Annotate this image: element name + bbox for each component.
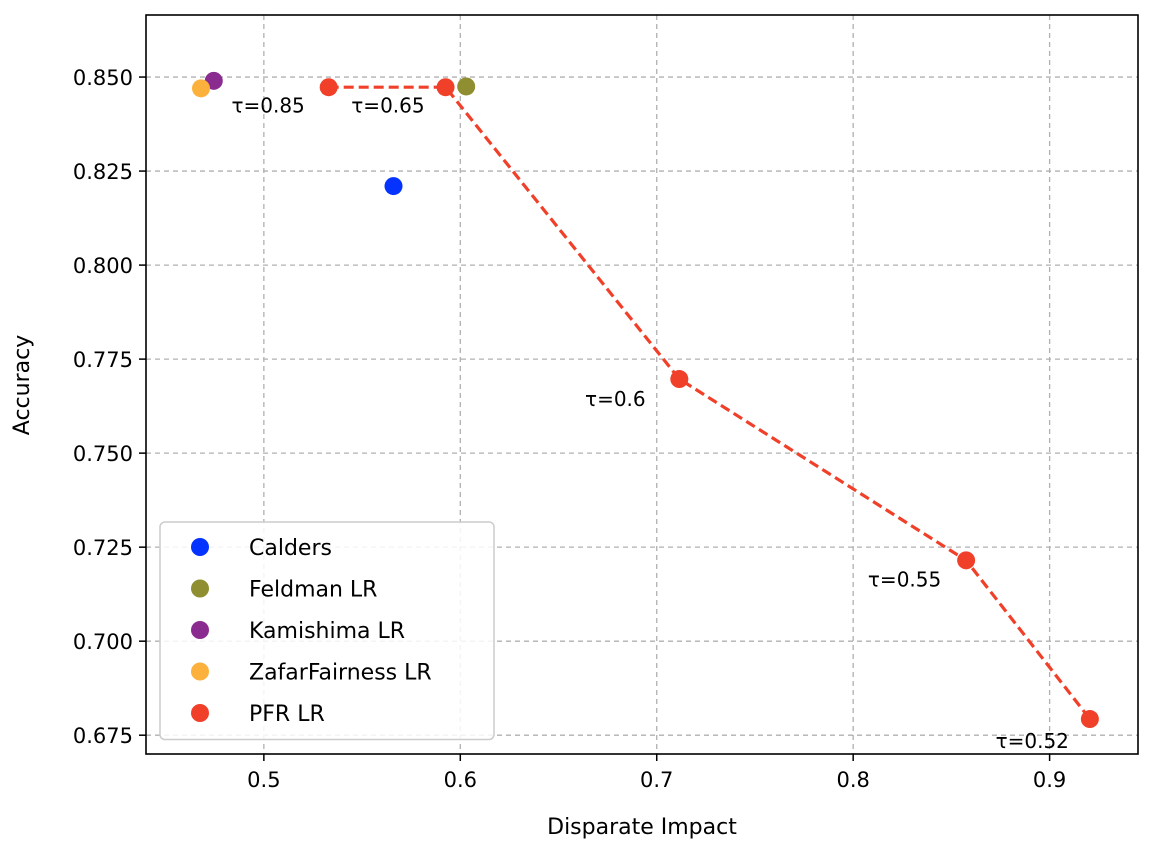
- x-axis-ticks: 0.5 0.6 0.7 0.8 0.9: [247, 754, 1066, 792]
- tau-annotation: τ=0.65: [351, 93, 424, 117]
- plot-frame: [145, 14, 1139, 755]
- data-point: [384, 177, 403, 196]
- annotations: τ=0.85 τ=0.65 τ=0.6 τ=0.55 τ=0.52: [231, 93, 1068, 753]
- legend-label: ZafarFairness LR: [249, 661, 432, 686]
- y-tick-label: 0.850: [73, 66, 133, 90]
- data-point: [1080, 710, 1099, 729]
- y-axis-title: Accuracy: [10, 335, 35, 435]
- x-tick-label: 0.7: [640, 768, 673, 792]
- y-tick-label: 0.725: [73, 536, 133, 560]
- y-tick-label: 0.675: [73, 724, 133, 748]
- x-tick-label: 0.9: [1033, 768, 1066, 792]
- legend-label: Calders: [249, 536, 332, 561]
- y-axis-ticks: 0.675 0.700 0.725 0.750 0.775 0.800 0.825 0.850: [73, 66, 146, 748]
- series-layer: [192, 71, 1099, 729]
- legend-label: PFR LR: [249, 702, 325, 727]
- legend-marker: [191, 704, 209, 722]
- x-tick-label: 0.8: [836, 768, 869, 792]
- data-point: [192, 79, 211, 98]
- data-point: [457, 77, 476, 96]
- data-point: [670, 370, 689, 389]
- legend-marker: [191, 621, 209, 639]
- tau-annotation: τ=0.52: [996, 729, 1069, 753]
- legend-marker: [191, 579, 209, 598]
- y-tick-label: 0.700: [73, 630, 133, 654]
- x-tick-label: 0.6: [444, 768, 477, 792]
- tau-annotation: τ=0.55: [868, 568, 941, 592]
- x-tick-label: 0.5: [247, 768, 280, 792]
- legend-box: [159, 521, 495, 741]
- series-line: [328, 85, 1092, 720]
- legend: Calders Feldman LR Kamishima LR ZafarFairne…: [159, 521, 495, 741]
- data-point: [319, 78, 338, 97]
- data-point: [436, 78, 455, 97]
- legend-label: Kamishima LR: [249, 619, 405, 644]
- grid: [146, 15, 1138, 754]
- legend-marker: [191, 538, 209, 556]
- tau-annotation: τ=0.85: [231, 93, 304, 117]
- legend-label: Feldman LR: [249, 578, 377, 603]
- legend-marker: [191, 662, 209, 681]
- data-point: [957, 551, 976, 570]
- x-axis-title: Disparate Impact: [547, 815, 737, 840]
- y-tick-label: 0.750: [73, 442, 133, 466]
- tau-annotation: τ=0.6: [585, 387, 646, 411]
- y-tick-label: 0.825: [73, 160, 133, 184]
- y-tick-label: 0.775: [73, 348, 133, 372]
- y-tick-label: 0.800: [73, 254, 133, 278]
